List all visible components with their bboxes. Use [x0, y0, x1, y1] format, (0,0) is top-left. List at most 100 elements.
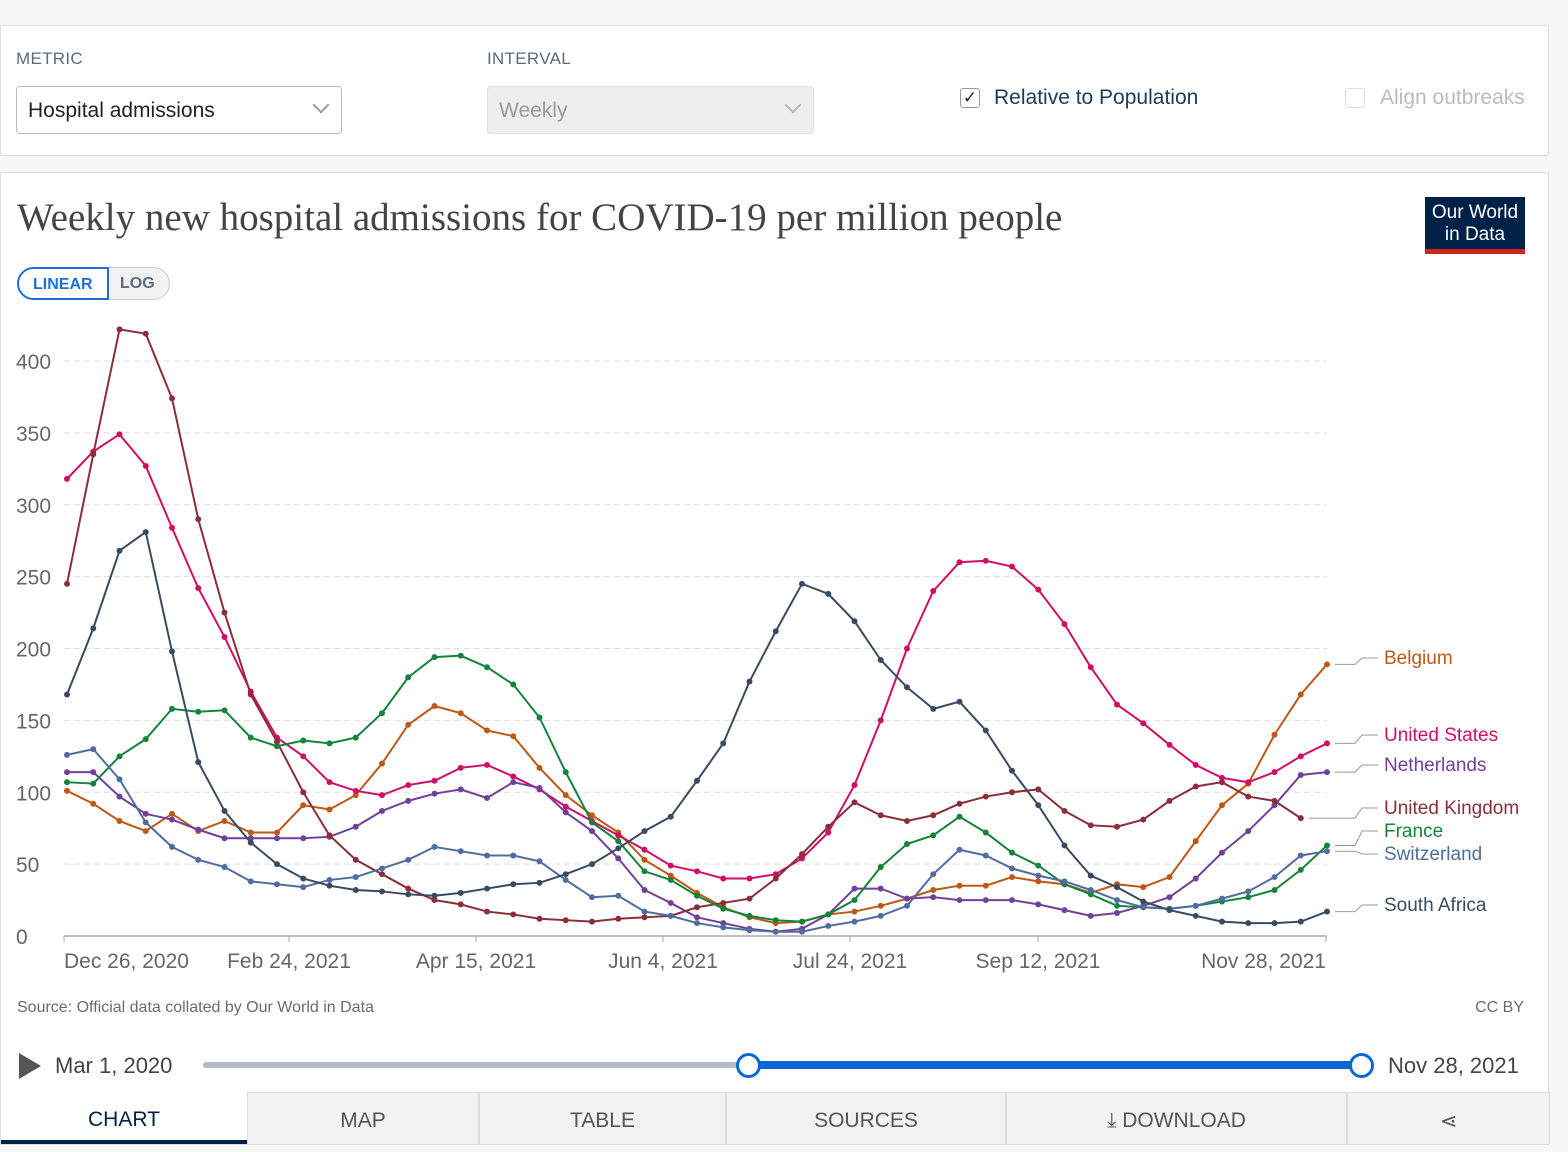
log-scale-button[interactable]: LOG: [103, 267, 170, 300]
data-point: [457, 901, 464, 908]
data-point: [1297, 772, 1304, 778]
y-tick-label: 150: [16, 710, 51, 733]
data-point: [247, 734, 254, 741]
tab-bar: CHART MAP TABLE SOURCES ⤓ DOWNLOAD ⋖: [1, 1092, 1550, 1146]
data-point: [90, 769, 97, 776]
download-label: DOWNLOAD: [1122, 1109, 1246, 1132]
tab-chart[interactable]: CHART: [1, 1092, 247, 1144]
data-point: [247, 829, 254, 836]
data-point: [1087, 664, 1094, 671]
tab-table[interactable]: TABLE: [479, 1092, 726, 1144]
data-point: [405, 674, 412, 681]
data-point: [484, 885, 490, 892]
timeline-start-handle[interactable]: [736, 1053, 761, 1078]
data-point: [195, 826, 202, 833]
owid-logo[interactable]: Our World in Data: [1425, 197, 1525, 254]
data-point: [982, 829, 989, 836]
data-point: [510, 681, 517, 688]
interval-select[interactable]: Weekly: [487, 86, 814, 134]
data-point: [982, 557, 989, 564]
data-point: [64, 691, 70, 698]
data-point: [1192, 875, 1199, 882]
data-point: [641, 868, 648, 875]
play-icon[interactable]: [19, 1053, 41, 1079]
data-point: [116, 818, 123, 824]
tab-sources[interactable]: SOURCES: [726, 1092, 1006, 1144]
data-point: [352, 787, 359, 794]
timeline-selection[interactable]: [748, 1061, 1362, 1069]
y-tick-label: 200: [16, 639, 51, 662]
data-point: [64, 769, 70, 776]
data-point: [536, 915, 543, 922]
metric-select[interactable]: Hospital admissions: [16, 86, 342, 134]
data-point: [956, 698, 963, 705]
legend-connector: [1308, 807, 1378, 819]
data-point: [1114, 910, 1120, 916]
data-point: [431, 892, 438, 899]
tab-map[interactable]: MAP: [247, 1092, 479, 1144]
align-label[interactable]: Align outbreaks: [1380, 86, 1525, 109]
data-point: [720, 875, 727, 882]
data-point: [930, 832, 937, 839]
data-point: [510, 852, 517, 859]
series-line-united-states: [66, 432, 1328, 880]
data-point: [694, 892, 700, 899]
data-point: [851, 782, 858, 789]
align-checkbox[interactable]: [1345, 88, 1365, 108]
data-point: [484, 852, 490, 859]
data-point: [379, 888, 385, 895]
data-point: [851, 885, 858, 892]
data-point: [195, 516, 202, 523]
data-point: [169, 705, 175, 712]
license[interactable]: CC BY: [1475, 999, 1524, 1016]
data-point: [352, 856, 359, 863]
legend-connector: [1335, 657, 1378, 665]
data-point: [379, 865, 385, 872]
data-point: [904, 645, 910, 652]
y-tick-label: 300: [16, 495, 51, 518]
share-button[interactable]: ⋖: [1347, 1092, 1550, 1144]
data-point: [799, 851, 805, 858]
data-point: [457, 710, 464, 717]
data-point: [956, 882, 963, 889]
x-tick-label: Jul 24, 2021: [793, 950, 907, 973]
timeline-start: Mar 1, 2020: [55, 1053, 173, 1078]
data-point: [195, 759, 202, 766]
data-point: [877, 864, 884, 870]
tab-download[interactable]: ⤓ DOWNLOAD: [1006, 1092, 1347, 1144]
logo-line1: Our World: [1431, 202, 1519, 223]
relative-label[interactable]: Relative to Population: [994, 86, 1199, 109]
data-point: [142, 462, 149, 469]
data-point: [379, 792, 385, 799]
data-point: [694, 920, 700, 927]
data-point: [142, 330, 149, 337]
data-point: [1061, 878, 1068, 885]
data-point: [930, 871, 937, 878]
data-point: [851, 618, 858, 625]
legend-label: United Kingdom: [1384, 798, 1519, 819]
timeline-end-handle[interactable]: [1349, 1053, 1374, 1078]
data-point: [1009, 789, 1015, 796]
data-point: [930, 887, 937, 893]
data-point: [1245, 920, 1252, 927]
data-point: [694, 868, 700, 875]
data-point: [1219, 774, 1225, 781]
data-point: [1166, 741, 1173, 748]
data-point: [274, 829, 280, 836]
data-point: [274, 881, 280, 888]
data-point: [825, 911, 832, 918]
data-point: [851, 908, 858, 915]
data-point: [536, 764, 543, 771]
data-point: [772, 928, 779, 935]
data-point: [1114, 884, 1120, 891]
linear-scale-button[interactable]: LINEAR: [17, 267, 109, 300]
data-point: [799, 855, 805, 862]
relative-checkbox[interactable]: ✓: [960, 88, 980, 108]
data-point: [457, 889, 464, 896]
data-point: [562, 792, 569, 799]
source-note[interactable]: Source: Official data collated by Our Wo…: [17, 999, 374, 1016]
data-point: [142, 529, 149, 536]
data-point: [877, 717, 884, 724]
data-point: [641, 914, 648, 921]
data-point: [1271, 887, 1278, 893]
